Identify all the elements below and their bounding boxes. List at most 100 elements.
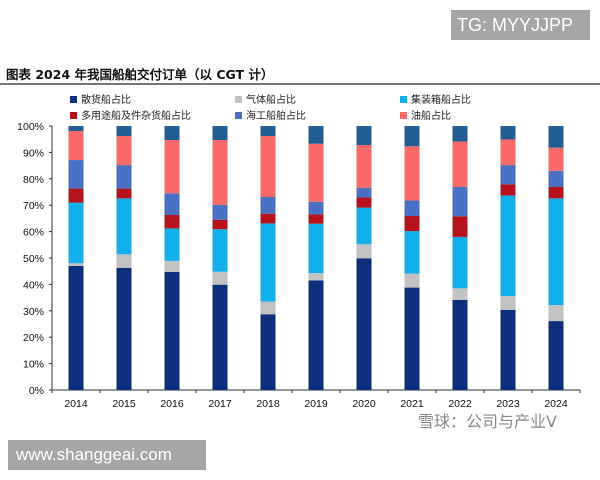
bar-segment-2018-0 [260,314,276,390]
watermark-bottom: www.shanggeai.com [8,440,206,470]
bar-segment-2021-1 [404,273,420,288]
legend-label: 多用途船及件杂货船占比 [81,109,191,122]
bar-segment-2014-2 [68,202,84,264]
bar-segment-2015-6 [116,126,132,137]
bar-segment-2024-0 [548,321,564,390]
legend-swatch [235,112,242,119]
y-tick-label: 40% [23,279,44,291]
bar-segment-2016-5 [164,139,180,194]
bar-segment-2015-3 [116,188,132,199]
bar-segment-2023-4 [500,165,516,185]
bar-segment-2021-0 [404,287,420,390]
y-tick-label: 10% [23,359,44,371]
bar-segment-2023-2 [500,195,516,297]
bar-segment-2014-5 [68,131,84,161]
bar-segment-2017-4 [212,204,228,220]
bar-segment-2017-3 [212,219,228,230]
bar-segment-2016-0 [164,271,180,390]
bar-segment-2021-4 [404,200,420,217]
bar-segment-2020-4 [356,187,372,198]
bar-segment-2024-5 [548,147,564,171]
bar-segment-2016-6 [164,126,180,140]
bar-segment-2014-0 [68,265,84,390]
bar-segment-2017-2 [212,229,228,272]
bar-segment-2023-3 [500,184,516,196]
bar-segment-2022-0 [452,299,468,390]
bar-segment-2019-2 [308,223,324,274]
legend-swatch [400,96,407,103]
bar-segment-2020-2 [356,207,372,245]
bar-segment-2014-4 [68,160,84,189]
legend-swatch [70,112,77,119]
bar-segment-2022-6 [452,126,468,142]
y-tick-label: 100% [17,121,44,133]
x-tick-label: 2023 [496,398,520,410]
bar-segment-2021-6 [404,126,420,147]
bar-segment-2023-5 [500,139,516,166]
legend-swatch [400,112,407,119]
bar-segment-2018-3 [260,213,276,224]
x-tick-label: 2018 [256,398,280,410]
y-tick-label: 0% [29,385,44,397]
bar-segment-2021-3 [404,216,420,232]
bar-segment-2023-6 [500,126,516,140]
bar-segment-2014-6 [68,126,84,132]
bar-segment-2019-3 [308,214,324,224]
bar-segment-2015-5 [116,136,132,166]
legend-label: 气体船占比 [246,93,296,106]
legend-label: 集装箱船占比 [411,93,471,106]
bar-segment-2022-1 [452,288,468,300]
x-tick-label: 2020 [352,398,376,410]
bar-segment-2015-1 [116,254,132,268]
legend-swatch [70,96,77,103]
bar-segment-2018-1 [260,301,276,315]
bar-segment-2016-3 [164,214,180,229]
bar-segment-2018-4 [260,197,276,214]
legend-label: 散货船占比 [81,93,131,106]
bar-segment-2017-6 [212,126,228,140]
bar-segment-2014-1 [68,263,84,266]
bar-segment-2023-1 [500,296,516,311]
y-tick-label: 20% [23,332,44,344]
y-tick-label: 90% [23,147,44,159]
bar-segment-2015-4 [116,165,132,189]
bar-segment-2019-1 [308,273,324,281]
legend-label: 海工船舶占比 [246,109,306,122]
y-tick-label: 50% [23,253,44,265]
x-tick-label: 2019 [304,398,328,410]
x-tick-label: 2021 [400,398,424,410]
bar-segment-2019-0 [308,280,324,390]
y-tick-label: 80% [23,174,44,186]
bar-segment-2016-4 [164,193,180,215]
y-tick-label: 70% [23,200,44,212]
x-tick-label: 2016 [160,398,184,410]
bar-segment-2024-1 [548,304,564,322]
bar-segment-2018-5 [260,136,276,198]
bar-segment-2023-0 [500,310,516,390]
bar-segment-2024-6 [548,126,564,148]
bar-segment-2015-0 [116,267,132,390]
x-tick-label: 2024 [544,398,568,410]
legend-label: 油船占比 [411,109,451,122]
bar-segment-2016-1 [164,260,180,272]
bar-segment-2022-3 [452,216,468,237]
bar-segment-2019-5 [308,143,324,202]
bar-segment-2020-0 [356,258,372,390]
legend-swatch [235,96,242,103]
bar-segment-2020-5 [356,145,372,188]
watermark-top: TG: MYYJJPP [451,10,590,40]
bar-segment-2019-4 [308,201,324,215]
watermark-overlay: 雪球：公司与产业V [418,412,557,431]
bar-segment-2020-6 [356,126,372,146]
bar-segment-2022-2 [452,236,468,289]
bar-segment-2014-3 [68,188,84,203]
bar-segment-2018-6 [260,126,276,137]
x-tick-label: 2017 [208,398,232,410]
bar-segment-2021-2 [404,231,420,274]
x-tick-label: 2022 [448,398,472,410]
chart-title: 图表 2024 年我国船舶交付订单（以 CGT 计） [6,67,274,82]
bar-segment-2019-6 [308,126,324,144]
bar-segment-2017-1 [212,271,228,285]
bar-segment-2018-2 [260,223,276,302]
